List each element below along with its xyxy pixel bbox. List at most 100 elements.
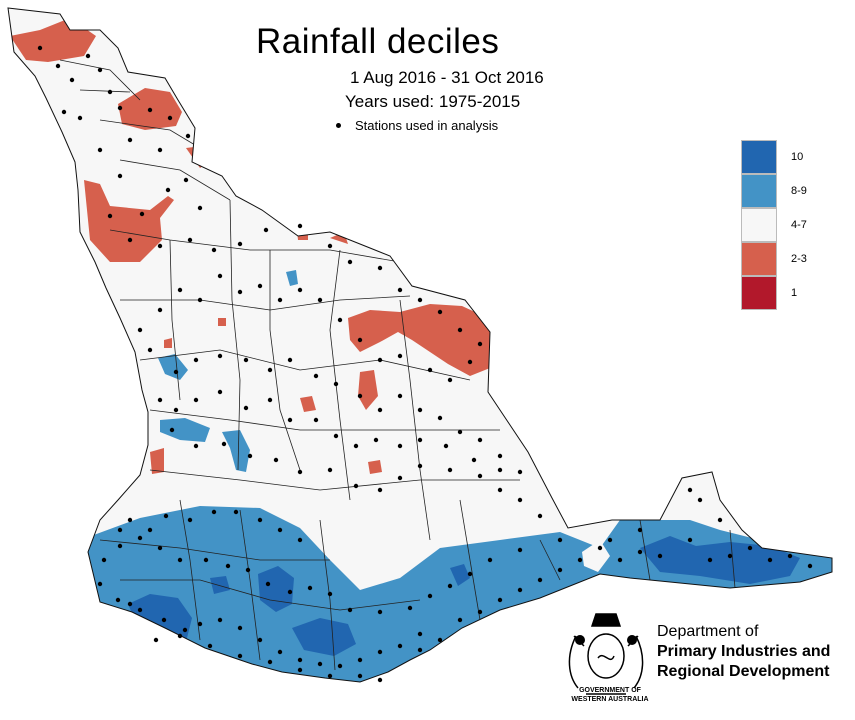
station-dot [517, 497, 523, 503]
station-dot [697, 497, 703, 503]
station-dot [243, 357, 249, 363]
station-dot [161, 617, 167, 623]
station-dot [139, 211, 145, 217]
decile-10-region-6 [640, 536, 800, 584]
station-dot [357, 337, 363, 343]
decile-10-region-2 [258, 566, 294, 612]
station-dot [307, 585, 313, 591]
station-dot [373, 437, 379, 443]
station-dot [297, 657, 303, 663]
station-dot [317, 297, 323, 303]
station-dot [417, 437, 423, 443]
station-dot-icon [336, 123, 341, 128]
legend-swatch [741, 208, 777, 242]
legend-row: 8-9 [741, 174, 807, 208]
station-dot [173, 369, 179, 375]
station-dot [727, 553, 733, 559]
station-dot [197, 205, 203, 211]
decile-2-3-mid-6 [164, 338, 172, 348]
station-dot [297, 537, 303, 543]
station-dot [353, 443, 359, 449]
station-dot [457, 617, 463, 623]
station-dot [487, 557, 493, 563]
station-dot [277, 297, 283, 303]
station-dot [157, 397, 163, 403]
decile-2-3-mid-3 [358, 370, 378, 410]
station-dot [193, 443, 199, 449]
station-dot [265, 581, 271, 587]
station-dot [211, 509, 217, 515]
station-dot [115, 597, 121, 603]
station-dot [317, 661, 323, 667]
station-dot [517, 469, 523, 475]
station-dot [327, 591, 333, 597]
station-dot [297, 667, 303, 673]
station-dot [211, 247, 217, 253]
station-dot [69, 77, 75, 83]
station-dot [137, 535, 143, 541]
station-dot [55, 63, 61, 69]
station-dot [467, 359, 473, 365]
legend-row: 4-7 [741, 208, 807, 242]
station-dot [353, 483, 359, 489]
station-dot [477, 437, 483, 443]
station-dot [767, 557, 773, 563]
station-dot [147, 347, 153, 353]
station-dot [457, 429, 463, 435]
decile-2-3-mid-5 [368, 460, 382, 474]
decile-4-7-se-gap [582, 540, 610, 572]
station-dot [427, 593, 433, 599]
legend-row: 2-3 [741, 242, 807, 276]
station-dot [203, 557, 209, 563]
department-line-1: Department of [657, 623, 759, 640]
station-dot [417, 647, 423, 653]
station-dot [337, 317, 343, 323]
station-dot [173, 407, 179, 413]
station-dot [127, 517, 133, 523]
decile-2-3-coast [150, 448, 164, 474]
station-dot [107, 89, 113, 95]
station-dot [147, 527, 153, 533]
decile-2-3-west [84, 180, 174, 262]
decile-2-3-east [348, 304, 496, 376]
station-markers [37, 45, 813, 683]
station-dot [187, 237, 193, 243]
station-dot [221, 441, 227, 447]
station-dot [357, 657, 363, 663]
station-dot [577, 557, 583, 563]
station-dot [557, 537, 563, 543]
station-dot [687, 487, 693, 493]
legend-label: 10 [791, 151, 804, 163]
decile-8-9-central-4 [286, 270, 298, 286]
station-dot [313, 417, 319, 423]
station-dot [237, 241, 243, 247]
station-dot [257, 637, 263, 643]
station-dot [277, 649, 283, 655]
decile-10-region-3 [292, 618, 356, 656]
station-dot [237, 289, 243, 295]
station-dot [377, 265, 383, 271]
station-dot [153, 637, 159, 643]
station-dot [377, 357, 383, 363]
station-dot [85, 53, 91, 59]
station-dot [287, 357, 293, 363]
station-dot [477, 609, 483, 615]
legend-label: 8-9 [791, 185, 807, 197]
station-dot [165, 187, 171, 193]
decile-10-region-4 [210, 576, 230, 594]
station-dot [557, 567, 563, 573]
station-dot [127, 237, 133, 243]
station-dot [447, 377, 453, 383]
station-dot [257, 283, 263, 289]
decile-10-region-5 [450, 564, 470, 586]
station-dot [207, 643, 213, 649]
legend-swatch [741, 276, 777, 310]
station-dot [193, 357, 199, 363]
station-dot [377, 407, 383, 413]
map-title: Rainfall deciles [256, 22, 500, 61]
station-dot [467, 571, 473, 577]
station-dot [137, 327, 143, 333]
station-dot [273, 457, 279, 463]
station-dot [157, 243, 163, 249]
station-dot [427, 367, 433, 373]
